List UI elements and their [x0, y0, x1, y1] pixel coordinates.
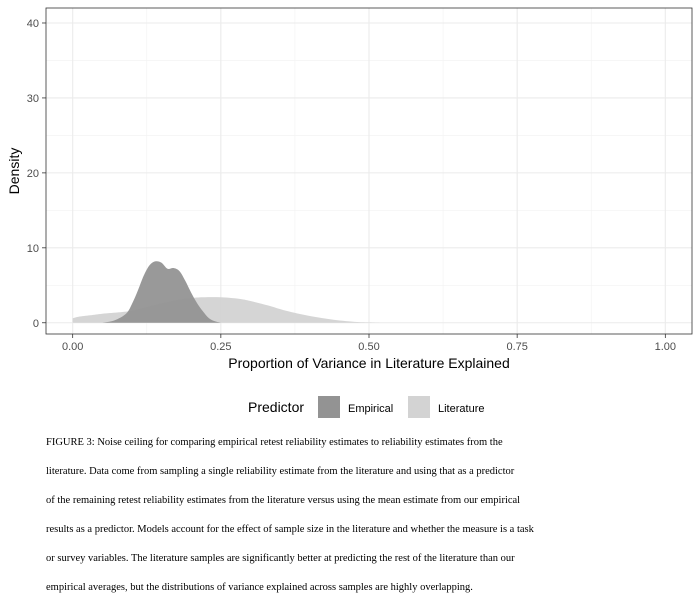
caption-line: FIGURE 3: Noise ceiling for comparing em… [46, 437, 503, 448]
legend-label-literature: Literature [438, 403, 484, 415]
y-tick-label: 40 [27, 18, 39, 30]
x-tick-label: 0.75 [506, 341, 527, 353]
y-tick-label: 0 [33, 318, 39, 330]
series-layer [72, 261, 381, 323]
x-tick-label: 0.50 [358, 341, 379, 353]
x-tick-label: 1.00 [655, 341, 676, 353]
y-tick-label: 20 [27, 168, 39, 180]
legend-key-literature [408, 396, 430, 418]
legend: Predictor Empirical Literature [248, 396, 484, 418]
y-axis-title: Density [6, 148, 22, 195]
y-axis: 0 10 20 30 40 [27, 18, 46, 330]
x-axis-title: Proportion of Variance in Literature Exp… [228, 355, 509, 371]
y-tick-label: 30 [27, 93, 39, 105]
figure-caption: FIGURE 3: Noise ceiling for comparing em… [46, 428, 646, 602]
density-chart: 0.00 0.25 0.50 0.75 1.00 0 10 20 30 40 Proportio… [6, 7, 693, 418]
x-tick-label: 0.25 [210, 341, 231, 353]
caption-line: or survey variables. The literature samp… [46, 553, 515, 564]
caption-line: results as a predictor. Models account f… [46, 524, 534, 535]
y-tick-label: 10 [27, 243, 39, 255]
caption-line: empirical averages, but the distribution… [46, 582, 473, 593]
legend-key-empirical [318, 396, 340, 418]
density-area-empirical [102, 261, 221, 323]
legend-title: Predictor [248, 399, 304, 415]
caption-line: of the remaining retest reliability esti… [46, 495, 521, 506]
caption-line: literature. Data come from sampling a si… [46, 466, 515, 477]
x-tick-label: 0.00 [62, 341, 83, 353]
legend-label-empirical: Empirical [348, 403, 393, 415]
x-axis: 0.00 0.25 0.50 0.75 1.00 [62, 334, 676, 353]
